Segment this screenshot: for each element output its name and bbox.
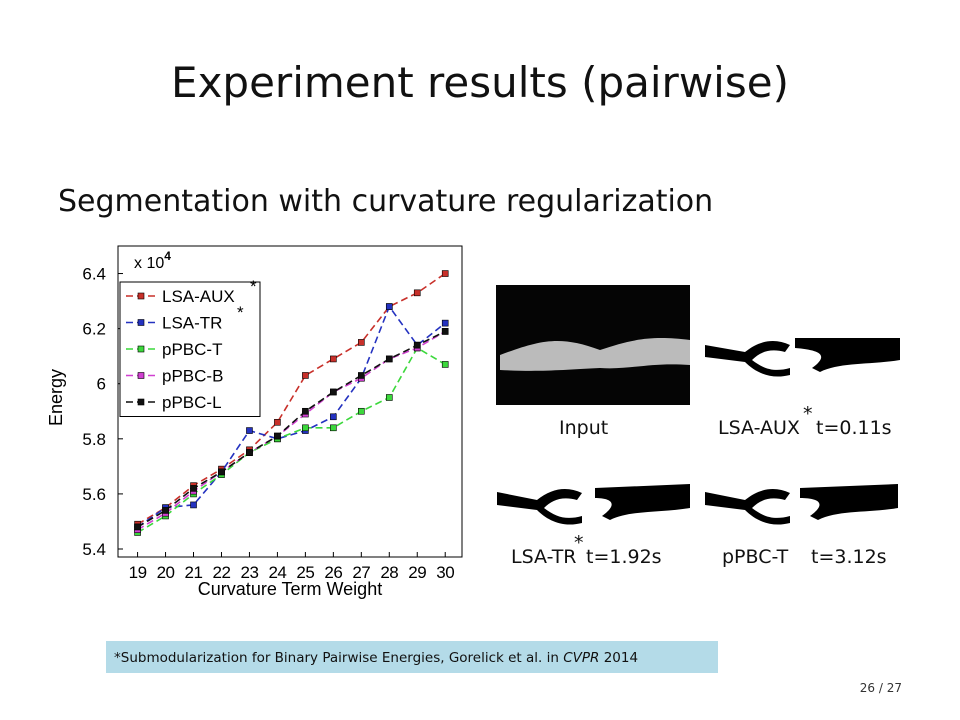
multiplier-exponent: 4 <box>164 249 171 263</box>
point <box>302 407 309 415</box>
y-tick-label: 5.8 <box>82 430 106 449</box>
point <box>385 355 393 363</box>
legend-label: LSA-AUX <box>162 287 235 306</box>
panel-caption: LSA-AUX <box>718 417 800 439</box>
legend-label: pPBC-T <box>162 340 222 359</box>
footnote: *Submodularization for Binary Pairwise E… <box>114 650 638 666</box>
x-tick-label: 27 <box>352 563 370 582</box>
point <box>330 424 337 432</box>
point <box>274 418 281 426</box>
slide-subtitle: Segmentation with curvature regularizati… <box>58 184 713 219</box>
y-tick-label: 5.6 <box>82 485 106 504</box>
segmentation <box>705 484 898 525</box>
panel-time: t=1.92s <box>586 546 662 568</box>
point <box>302 424 309 432</box>
point <box>330 355 337 363</box>
point <box>218 468 225 476</box>
point <box>441 319 449 327</box>
x-axis-label: Curvature Term Weight <box>198 579 382 599</box>
point <box>358 339 365 346</box>
panel-caption: Input <box>559 417 608 439</box>
panel-mark: * <box>574 532 584 554</box>
footnote-box <box>106 641 718 673</box>
legend-label: LSA-TR <box>162 314 222 333</box>
x-tick-label: 24 <box>268 563 286 582</box>
point <box>162 507 169 514</box>
x-tick-label: 26 <box>324 563 342 582</box>
point <box>385 303 393 310</box>
x-tick-label: 19 <box>129 563 147 582</box>
point <box>330 388 337 396</box>
y-tick-label: 6.2 <box>82 320 106 339</box>
legend-marker <box>137 398 145 406</box>
footnote-venue: CVPR <box>563 650 599 666</box>
legend-marker <box>137 319 145 326</box>
point <box>441 328 449 335</box>
segmentation <box>705 338 900 377</box>
panel-time: t=0.11s <box>816 417 892 439</box>
legend-marker <box>137 345 145 353</box>
point <box>302 372 309 379</box>
point <box>413 289 421 297</box>
y-tick-label: 6.4 <box>82 265 106 284</box>
point <box>274 432 281 440</box>
x-tick-label: 25 <box>296 563 314 582</box>
multiplier: x 104 <box>134 249 171 272</box>
point <box>246 449 253 456</box>
point <box>134 523 141 531</box>
x-tick-label: 30 <box>436 563 454 582</box>
y-tick-label: 5.4 <box>82 540 106 559</box>
x-tick-label: 21 <box>185 563 203 582</box>
slide-title: Experiment results (pairwise) <box>171 58 789 107</box>
multiplier-base: x 10 <box>134 255 164 272</box>
series-line <box>137 330 446 528</box>
footnote-text: *Submodularization for Binary Pairwise E… <box>114 650 563 666</box>
segmentation <box>497 484 690 525</box>
x-tick-label: 23 <box>240 563 258 582</box>
y-axis-label: Energy <box>46 369 66 426</box>
point <box>358 372 365 379</box>
series-line <box>137 346 446 534</box>
x-tick-label: 22 <box>213 563 231 582</box>
footnote-year: 2014 <box>599 650 638 666</box>
x-tick-label: 29 <box>408 563 426 582</box>
point <box>441 361 449 368</box>
point <box>190 501 197 509</box>
y-tick-label: 6 <box>97 375 106 394</box>
page-number: 26 / 27 <box>860 681 902 695</box>
point <box>385 394 393 401</box>
point <box>190 485 197 492</box>
series-line <box>137 304 446 528</box>
legend-label: pPBC-B <box>162 367 223 386</box>
legend-marker <box>137 292 145 300</box>
point <box>330 413 337 421</box>
panel-caption: LSA-TR <box>511 546 577 568</box>
legend-mark: * <box>237 303 244 322</box>
point <box>246 427 253 434</box>
point <box>441 270 449 277</box>
panel-time: t=3.12s <box>811 546 887 568</box>
x-tick-label: 20 <box>157 563 175 582</box>
legend-mark: * <box>250 277 257 296</box>
panel-mark: * <box>803 403 813 425</box>
point <box>358 407 365 415</box>
series-line <box>137 272 446 525</box>
x-tick-label: 28 <box>380 563 398 582</box>
point <box>413 341 421 349</box>
legend-label: pPBC-L <box>162 393 222 412</box>
legend-marker <box>137 372 145 379</box>
vessel <box>500 338 690 371</box>
panel-caption: pPBC-T <box>722 546 789 568</box>
